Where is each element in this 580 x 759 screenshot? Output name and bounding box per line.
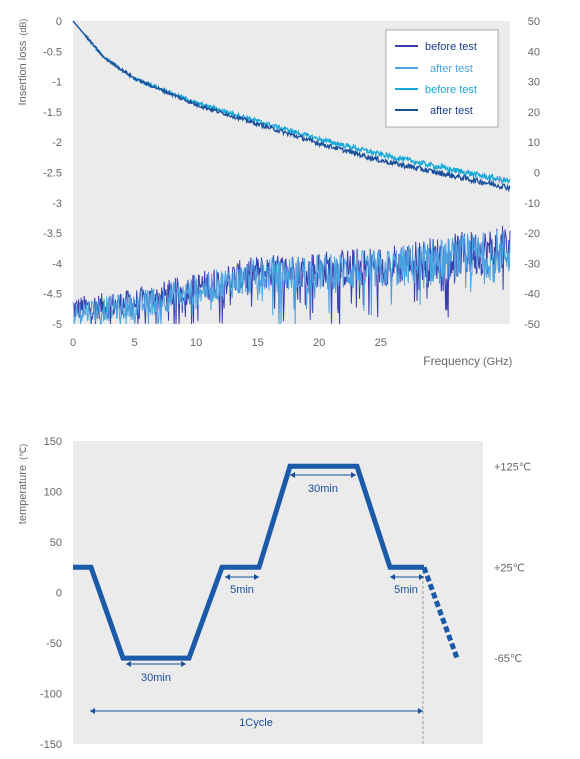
y-tick-label: -3 bbox=[52, 198, 62, 210]
cold-hold-annotation: 30min bbox=[126, 661, 186, 684]
series-line-3 bbox=[72, 20, 511, 193]
y-tick-label: -150 bbox=[40, 739, 62, 751]
y-tick-label: 0 bbox=[56, 588, 62, 600]
temperature-profile-line bbox=[73, 463, 424, 661]
legend-label-0: before test bbox=[425, 41, 477, 53]
y-tick-label: -5 bbox=[52, 319, 62, 331]
y-tick-labels-right: 50 40 30 20 10 0 -10 -20 -30 -40 -50 bbox=[524, 16, 540, 331]
y2-tick-label: -50 bbox=[524, 319, 540, 331]
temperature-profile-continuation bbox=[421, 566, 460, 659]
x-tick-label: 20 bbox=[313, 337, 325, 349]
ambient-hold-2-label: 5min bbox=[394, 584, 418, 596]
temperature-cycle-chart: 150 100 50 0 -50 -100 -150 +125℃ +25℃ -65℃ tempe… bbox=[17, 436, 531, 751]
y-tick-label: -0.5 bbox=[43, 46, 62, 58]
y2-tick-label: 30 bbox=[528, 77, 540, 89]
y2-tick-label: 50 bbox=[528, 16, 540, 28]
y-axis-title: temperature (℃) bbox=[17, 444, 29, 524]
legend: before test after test before test after… bbox=[385, 29, 499, 128]
cycle-label: 1Cycle bbox=[239, 717, 273, 729]
ambient-hold-2-annotation: 5min bbox=[390, 574, 424, 596]
y2-tick-label: -20 bbox=[524, 228, 540, 240]
insertion-loss-chart: 0-0.5-1-1.5-2-2.5-3-3.5-4-4.5-5 50403020… bbox=[17, 16, 540, 368]
y-tick-label: -4 bbox=[52, 258, 62, 270]
cycle-annotation: 1Cycle bbox=[90, 708, 423, 729]
ambient-hold-1-annotation: 5min bbox=[225, 574, 259, 596]
y-tick-labels: 150 100 50 0 -50 -100 -150 bbox=[40, 436, 62, 751]
legend-label-1: after test bbox=[430, 63, 473, 75]
y-tick-label: -1.5 bbox=[43, 107, 62, 119]
plot-area bbox=[73, 441, 483, 744]
y-tick-label: -100 bbox=[40, 689, 62, 701]
y-tick-label: -1 bbox=[52, 77, 62, 89]
temperature-level-label: +125℃ bbox=[494, 461, 531, 473]
y-tick-label: -4.5 bbox=[43, 289, 62, 301]
y-tick-label: 100 bbox=[44, 487, 62, 499]
x-tick-label: 25 bbox=[375, 337, 387, 349]
ambient-hold-1-label: 5min bbox=[230, 584, 254, 596]
y-tick-labels-left: 0 -0.5 -1 -1.5 -2 -2.5 -3 -3.5 -4 -4.5 -5 bbox=[43, 16, 62, 331]
y-tick-label: 0 bbox=[56, 16, 62, 28]
x-tick-label: 5 bbox=[131, 337, 137, 349]
temperature-level-label: +25℃ bbox=[494, 562, 525, 574]
temperature-level-labels: +125℃ +25℃ -65℃ bbox=[494, 461, 531, 665]
legend-label-2: before test bbox=[425, 84, 477, 96]
y2-tick-label: -40 bbox=[524, 289, 540, 301]
x-axis-title: Frequency bbox=[423, 354, 480, 368]
y2-tick-label: 0 bbox=[534, 168, 540, 180]
x-axis-unit: (GHz) bbox=[483, 356, 512, 368]
return-loss-series-group bbox=[72, 225, 511, 325]
y-tick-label: -2.5 bbox=[43, 168, 62, 180]
y2-tick-label: 20 bbox=[528, 107, 540, 119]
series-line-1 bbox=[72, 230, 511, 325]
y-tick-label: -2 bbox=[52, 137, 62, 149]
insertion-loss-series-group bbox=[72, 20, 511, 193]
x-tick-label: 10 bbox=[190, 337, 202, 349]
y2-tick-label: 10 bbox=[528, 137, 540, 149]
y-tick-label: -50 bbox=[46, 638, 62, 650]
y2-tick-label: -30 bbox=[524, 258, 540, 270]
hot-hold-annotation: 30min bbox=[290, 472, 356, 495]
x-tick-label: 15 bbox=[252, 337, 264, 349]
y-tick-label: 150 bbox=[44, 436, 62, 448]
x-tick-label: 0 bbox=[70, 337, 76, 349]
cold-hold-label: 30min bbox=[141, 672, 171, 684]
hot-hold-label: 30min bbox=[308, 483, 338, 495]
y2-tick-label: -10 bbox=[524, 198, 540, 210]
y-axis-title: Insertion loss (dB) bbox=[17, 19, 29, 106]
legend-label-3: after test bbox=[430, 105, 473, 117]
y2-tick-label: 40 bbox=[528, 46, 540, 58]
x-tick-labels: 0 5 10 15 20 25 bbox=[70, 337, 387, 349]
duration-annotations: 30min 5min 30min 5min 1Cycle bbox=[90, 472, 424, 729]
y-tick-label: -3.5 bbox=[43, 228, 62, 240]
y-tick-label: 50 bbox=[50, 537, 62, 549]
temperature-level-label: -65℃ bbox=[494, 653, 522, 665]
